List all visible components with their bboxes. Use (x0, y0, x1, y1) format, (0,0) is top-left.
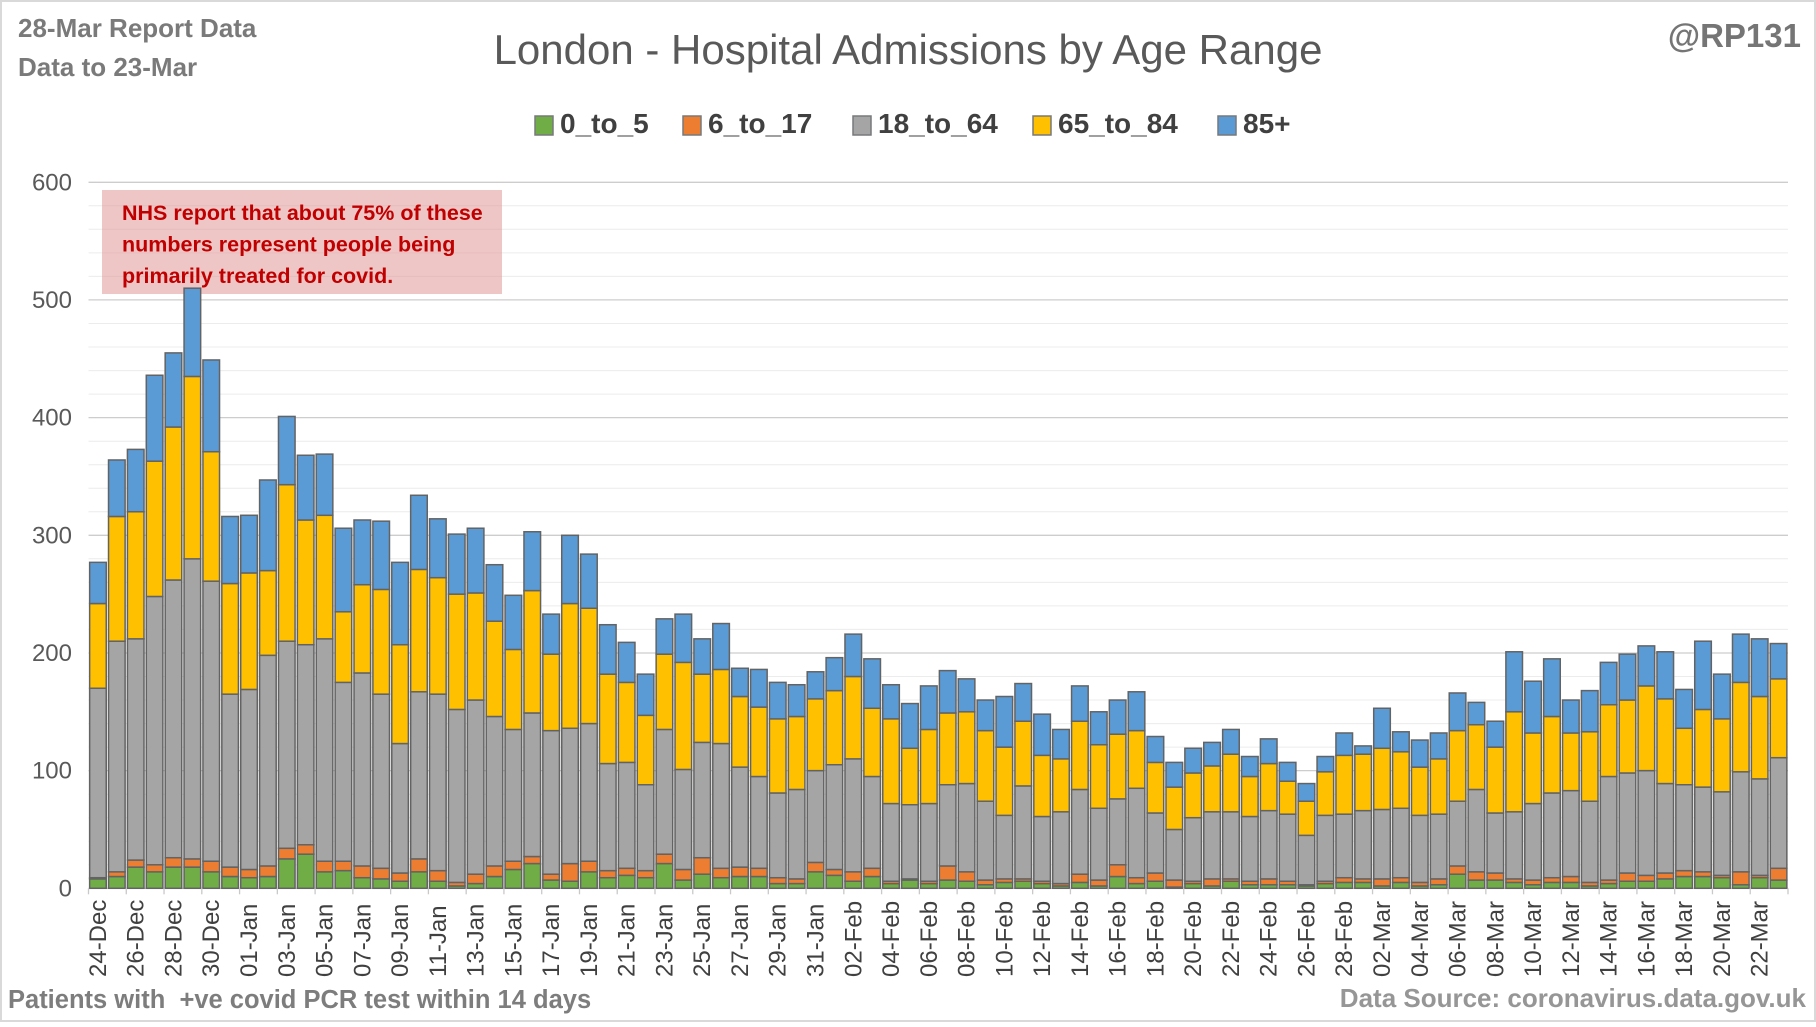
svg-text:London - Hospital Admissions b: London - Hospital Admissions by Age Rang… (494, 26, 1323, 73)
svg-text:08-Mar: 08-Mar (1482, 901, 1509, 977)
svg-text:18_to_64: 18_to_64 (878, 108, 998, 139)
svg-text:03-Jan: 03-Jan (274, 904, 301, 977)
svg-text:17-Jan: 17-Jan (538, 904, 565, 977)
svg-text:02-Mar: 02-Mar (1369, 901, 1396, 977)
svg-text:18-Feb: 18-Feb (1142, 901, 1169, 977)
svg-text:12-Mar: 12-Mar (1558, 901, 1585, 977)
svg-text:15-Jan: 15-Jan (500, 904, 527, 977)
svg-text:19-Jan: 19-Jan (576, 904, 603, 977)
svg-text:primarily treated for covid.: primarily treated for covid. (122, 264, 393, 288)
svg-text:06-Feb: 06-Feb (916, 901, 943, 977)
svg-text:05-Jan: 05-Jan (312, 904, 339, 977)
svg-text:01-Jan: 01-Jan (236, 904, 263, 977)
svg-text:22-Mar: 22-Mar (1747, 901, 1774, 977)
svg-text:28-Dec: 28-Dec (161, 900, 188, 977)
svg-text:29-Jan: 29-Jan (765, 904, 792, 977)
svg-text:31-Jan: 31-Jan (803, 904, 830, 977)
svg-text:Data Source: coronavirus.data.: Data Source: coronavirus.data.gov.uk (1340, 983, 1807, 1013)
svg-text:06-Mar: 06-Mar (1445, 901, 1472, 977)
svg-text:0_to_5: 0_to_5 (560, 108, 649, 139)
svg-text:20-Feb: 20-Feb (1180, 901, 1207, 977)
svg-text:100: 100 (32, 758, 72, 785)
svg-text:300: 300 (32, 522, 72, 549)
svg-text:28-Mar Report Data: 28-Mar Report Data (18, 13, 257, 43)
svg-text:18-Mar: 18-Mar (1671, 901, 1698, 977)
svg-text:08-Feb: 08-Feb (954, 901, 981, 977)
svg-text:10-Mar: 10-Mar (1520, 901, 1547, 977)
svg-text:400: 400 (32, 405, 72, 432)
svg-text:07-Jan: 07-Jan (349, 904, 376, 977)
svg-text:30-Dec: 30-Dec (198, 900, 225, 977)
svg-text:04-Feb: 04-Feb (878, 901, 905, 977)
svg-text:14-Feb: 14-Feb (1067, 901, 1094, 977)
svg-text:0: 0 (59, 875, 72, 902)
svg-text:24-Feb: 24-Feb (1256, 901, 1283, 977)
svg-text:NHS report that about 75% of t: NHS report that about 75% of these (122, 201, 483, 225)
svg-text:16-Feb: 16-Feb (1105, 901, 1132, 977)
svg-text:600: 600 (32, 169, 72, 196)
svg-text:25-Jan: 25-Jan (689, 904, 716, 977)
svg-text:11-Jan: 11-Jan (425, 905, 452, 977)
svg-text:27-Jan: 27-Jan (727, 904, 754, 977)
svg-text:10-Feb: 10-Feb (991, 901, 1018, 977)
svg-text:65_to_84: 65_to_84 (1058, 108, 1178, 139)
svg-text:22-Feb: 22-Feb (1218, 901, 1245, 977)
svg-text:Data to 23-Mar: Data to 23-Mar (18, 52, 197, 82)
svg-text:85+: 85+ (1243, 108, 1291, 139)
svg-text:20-Mar: 20-Mar (1709, 901, 1736, 977)
svg-text:Patients with +ve covid PCR t: Patients with +ve covid PCR test within … (8, 986, 591, 1014)
svg-text:02-Feb: 02-Feb (840, 901, 867, 977)
svg-text:numbers represent people being: numbers represent people being (122, 233, 455, 257)
svg-text:23-Jan: 23-Jan (651, 904, 678, 977)
svg-text:21-Jan: 21-Jan (614, 904, 641, 977)
svg-text:14-Mar: 14-Mar (1596, 901, 1623, 977)
svg-text:6_to_17: 6_to_17 (708, 108, 812, 139)
svg-text:24-Dec: 24-Dec (85, 900, 112, 977)
svg-text:26-Dec: 26-Dec (123, 900, 150, 977)
svg-text:04-Mar: 04-Mar (1407, 901, 1434, 977)
svg-text:@RP131: @RP131 (1668, 17, 1801, 54)
svg-text:12-Feb: 12-Feb (1029, 901, 1056, 977)
svg-text:09-Jan: 09-Jan (387, 904, 414, 977)
svg-text:500: 500 (32, 287, 72, 314)
svg-text:16-Mar: 16-Mar (1633, 901, 1660, 977)
svg-text:26-Feb: 26-Feb (1294, 901, 1321, 977)
svg-text:13-Jan: 13-Jan (463, 904, 490, 977)
svg-text:200: 200 (32, 640, 72, 667)
svg-text:28-Feb: 28-Feb (1331, 901, 1358, 977)
